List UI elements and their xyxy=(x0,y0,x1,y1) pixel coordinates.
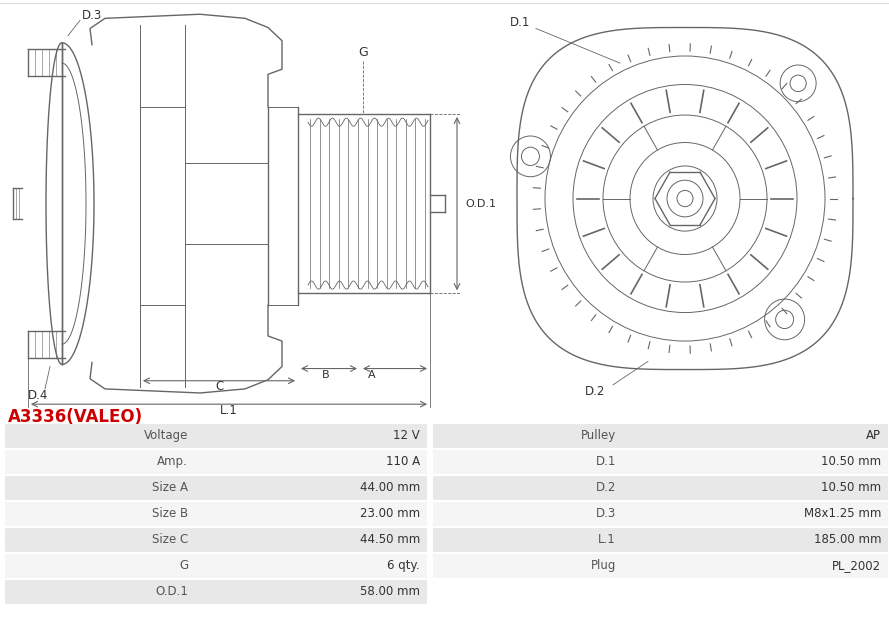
Text: M8x1.25 mm: M8x1.25 mm xyxy=(804,507,881,520)
Text: Amp.: Amp. xyxy=(157,455,188,468)
Bar xyxy=(432,553,888,578)
Text: G: G xyxy=(358,47,368,59)
Bar xyxy=(432,475,888,500)
Text: PL_2002: PL_2002 xyxy=(832,559,881,572)
Bar xyxy=(4,579,427,604)
Text: D.4: D.4 xyxy=(28,389,48,401)
Text: 185.00 mm: 185.00 mm xyxy=(813,533,881,546)
Text: 44.00 mm: 44.00 mm xyxy=(360,481,420,494)
Text: Size B: Size B xyxy=(152,507,188,520)
Text: O.D.1: O.D.1 xyxy=(465,199,496,209)
Text: 10.50 mm: 10.50 mm xyxy=(821,455,881,468)
Text: 23.00 mm: 23.00 mm xyxy=(360,507,420,520)
Bar xyxy=(4,449,427,474)
Text: O.D.1: O.D.1 xyxy=(155,585,188,598)
Text: 12 V: 12 V xyxy=(393,429,420,442)
Text: AP: AP xyxy=(866,429,881,442)
Text: G: G xyxy=(179,559,188,572)
Text: D.2: D.2 xyxy=(585,386,605,399)
Bar xyxy=(4,423,427,448)
Text: C: C xyxy=(215,381,223,393)
Text: Size A: Size A xyxy=(152,481,188,494)
Text: Voltage: Voltage xyxy=(144,429,188,442)
Text: D.3: D.3 xyxy=(82,9,102,22)
Text: D.1: D.1 xyxy=(596,455,616,468)
Text: D.1: D.1 xyxy=(509,16,530,29)
Text: D.2: D.2 xyxy=(596,481,616,494)
Text: L.1: L.1 xyxy=(598,533,616,546)
Text: 6 qty.: 6 qty. xyxy=(388,559,420,572)
Text: 110 A: 110 A xyxy=(386,455,420,468)
Text: 10.50 mm: 10.50 mm xyxy=(821,481,881,494)
Bar xyxy=(4,527,427,552)
Text: Plug: Plug xyxy=(590,559,616,572)
Text: D.3: D.3 xyxy=(596,507,616,520)
Text: 44.50 mm: 44.50 mm xyxy=(360,533,420,546)
Bar xyxy=(4,501,427,526)
Bar xyxy=(4,475,427,500)
Text: 58.00 mm: 58.00 mm xyxy=(360,585,420,598)
Text: A: A xyxy=(368,369,376,379)
Text: L.1: L.1 xyxy=(220,404,238,417)
Bar xyxy=(432,423,888,448)
Text: Pulley: Pulley xyxy=(581,429,616,442)
Bar xyxy=(432,501,888,526)
Bar xyxy=(432,527,888,552)
Bar xyxy=(4,553,427,578)
Text: B: B xyxy=(322,369,330,379)
Text: Size C: Size C xyxy=(152,533,188,546)
Text: A3336(VALEO): A3336(VALEO) xyxy=(8,408,143,426)
Bar xyxy=(432,449,888,474)
